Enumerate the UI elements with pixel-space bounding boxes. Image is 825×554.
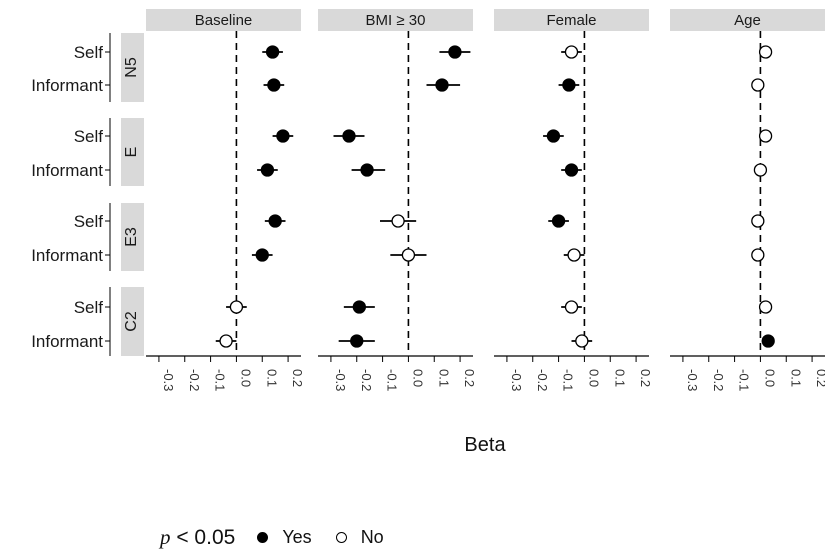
point-significant bbox=[350, 334, 364, 348]
x-tick-label: -0.1 bbox=[561, 369, 576, 391]
point-significant bbox=[342, 129, 356, 143]
x-tick-label: -0.2 bbox=[187, 369, 202, 391]
facet-label-female: Female bbox=[546, 12, 596, 29]
point-significant bbox=[564, 163, 579, 177]
facet-label-age: Age bbox=[734, 12, 761, 29]
group-label-n5: N5 bbox=[123, 57, 140, 78]
point-significant bbox=[276, 129, 290, 143]
point-significant bbox=[435, 78, 449, 92]
point-nonsignificant bbox=[751, 78, 765, 92]
point-nonsignificant bbox=[564, 45, 579, 59]
facet-strip-bmi-30 bbox=[318, 9, 473, 31]
y-label-self: Self bbox=[74, 298, 104, 317]
point-nonsignificant bbox=[401, 248, 416, 262]
x-tick-label: -0.1 bbox=[737, 369, 752, 391]
group-strip-n5 bbox=[121, 33, 144, 102]
point-nonsignificant bbox=[751, 248, 765, 262]
x-tick-label: -0.3 bbox=[509, 369, 524, 391]
point-significant bbox=[267, 78, 281, 92]
point-significant bbox=[360, 163, 374, 177]
point-significant bbox=[448, 45, 462, 59]
facet-strip-age bbox=[670, 9, 825, 31]
point-significant bbox=[265, 45, 280, 59]
point-significant bbox=[255, 248, 269, 262]
point-nonsignificant bbox=[564, 300, 579, 314]
y-label-informant: Informant bbox=[31, 161, 103, 180]
group-label-e: E bbox=[123, 147, 140, 158]
x-tick-label: -0.3 bbox=[685, 369, 700, 391]
group-strip-c2 bbox=[121, 287, 144, 356]
x-tick-label: -0.1 bbox=[213, 369, 228, 391]
facet-label-bmi-30: BMI ≥ 30 bbox=[366, 12, 426, 29]
x-tick-label: -0.2 bbox=[535, 369, 550, 391]
facet-strip-female bbox=[494, 9, 649, 31]
facet-strip-baseline bbox=[146, 9, 301, 31]
y-label-informant: Informant bbox=[31, 332, 103, 351]
group-label-c2: C2 bbox=[123, 311, 140, 332]
y-label-informant: Informant bbox=[31, 246, 103, 265]
point-nonsignificant bbox=[219, 334, 233, 348]
legend-label-no: No bbox=[360, 526, 384, 547]
point-significant bbox=[551, 214, 566, 228]
point-nonsignificant bbox=[758, 45, 773, 59]
x-axis-title: Beta bbox=[464, 434, 506, 456]
legend: p < 0.05 Yes No bbox=[160, 522, 406, 552]
x-tick-label: 0.0 bbox=[762, 369, 777, 387]
facet-label-baseline: Baseline bbox=[195, 12, 253, 29]
y-label-self: Self bbox=[74, 127, 104, 146]
legend-label-yes: Yes bbox=[282, 526, 312, 547]
point-nonsignificant bbox=[751, 214, 765, 228]
point-significant bbox=[546, 129, 561, 143]
x-tick-label: 0.0 bbox=[586, 369, 601, 387]
point-nonsignificant bbox=[575, 334, 589, 348]
x-tick-label: -0.2 bbox=[711, 369, 726, 391]
point-significant bbox=[761, 334, 775, 348]
point-significant bbox=[352, 300, 366, 314]
y-label-self: Self bbox=[74, 212, 104, 231]
group-strip-e3 bbox=[121, 203, 144, 271]
x-tick-label: 0.1 bbox=[612, 369, 627, 387]
point-nonsignificant bbox=[229, 300, 244, 314]
point-nonsignificant bbox=[391, 214, 405, 228]
x-tick-label: 0.0 bbox=[238, 369, 253, 387]
group-label-e3: E3 bbox=[123, 227, 140, 247]
x-tick-label: -0.3 bbox=[161, 369, 176, 391]
x-tick-label: -0.3 bbox=[333, 369, 348, 391]
point-significant bbox=[268, 214, 282, 228]
legend-key-filled bbox=[257, 531, 269, 543]
x-tick-label: 0.1 bbox=[264, 369, 279, 387]
x-tick-label: 0.2 bbox=[638, 369, 653, 387]
x-tick-label: 0.2 bbox=[290, 369, 305, 387]
point-significant bbox=[260, 163, 275, 177]
x-tick-label: 0.1 bbox=[788, 369, 803, 387]
x-tick-label: 0.2 bbox=[814, 369, 825, 387]
x-tick-label: -0.2 bbox=[359, 369, 374, 391]
legend-key-open bbox=[335, 531, 347, 543]
point-nonsignificant bbox=[758, 129, 773, 143]
y-label-informant: Informant bbox=[31, 76, 103, 95]
group-strip-e bbox=[121, 118, 144, 186]
point-nonsignificant bbox=[758, 300, 773, 314]
x-tick-label: 0.2 bbox=[462, 369, 477, 387]
point-nonsignificant bbox=[567, 248, 581, 262]
legend-title: p < 0.05 bbox=[160, 524, 236, 549]
x-tick-label: 0.1 bbox=[436, 369, 451, 387]
x-tick-label: 0.0 bbox=[410, 369, 425, 387]
point-nonsignificant bbox=[753, 163, 768, 177]
x-tick-label: -0.1 bbox=[385, 369, 400, 391]
y-label-self: Self bbox=[74, 43, 104, 62]
point-significant bbox=[562, 78, 576, 92]
